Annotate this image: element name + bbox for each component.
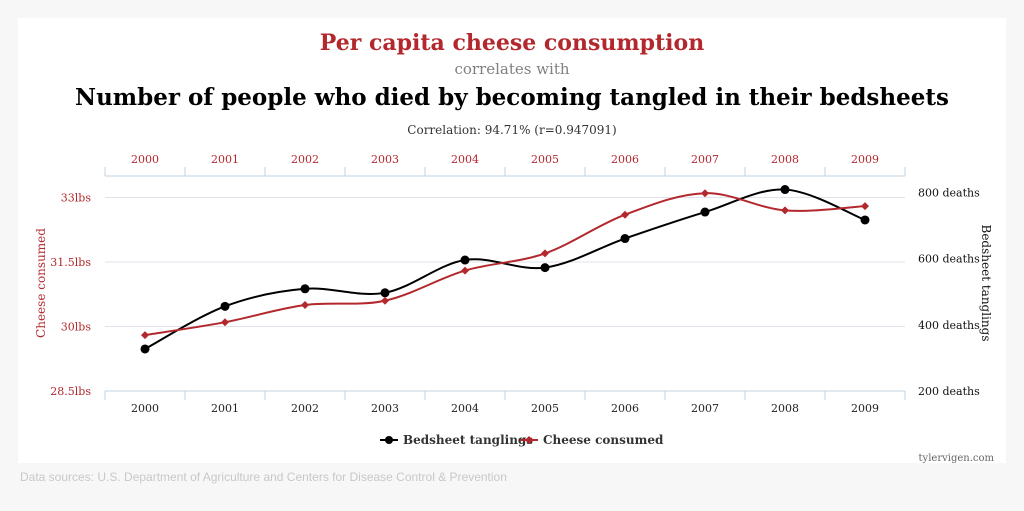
right-axis-title: Bedsheet tanglings	[979, 225, 993, 342]
top-x-tick-label: 2001	[211, 153, 239, 166]
cheese-data-point	[541, 249, 549, 258]
legend-marker	[525, 436, 533, 444]
legend-label: Cheese consumed	[543, 433, 664, 447]
x-tick-label: 2004	[451, 402, 479, 415]
bedsheet-data-point	[380, 288, 390, 298]
x-tick-label: 2007	[691, 402, 719, 415]
right-tick-label: 400 deaths	[918, 319, 980, 332]
right-tick-label: 200 deaths	[918, 385, 980, 398]
right-tick-label: 600 deaths	[918, 253, 980, 266]
chart-card	[18, 18, 1006, 463]
top-x-tick-label: 2007	[691, 153, 719, 166]
bedsheet-data-point	[540, 263, 550, 273]
top-x-tick-label: 2004	[451, 153, 479, 166]
bedsheet-series-line	[144, 188, 866, 350]
x-tick-label: 2005	[531, 402, 559, 415]
left-axis-title: Cheese consumed	[34, 228, 48, 338]
top-x-tick-label: 2008	[771, 153, 799, 166]
bedsheet-data-point	[620, 234, 630, 244]
chart-subtitle: Number of people who died by becoming ta…	[75, 84, 949, 111]
bedsheet-data-point	[700, 207, 710, 217]
data-sources: Data sources: U.S. Department of Agricul…	[20, 470, 507, 484]
cheese-data-point	[701, 189, 709, 198]
chart-title-connector: correlates with	[454, 60, 570, 78]
cheese-data-point	[781, 206, 789, 215]
top-x-tick-label: 2002	[291, 153, 319, 166]
left-tick-label: 31.5lbs	[50, 256, 91, 269]
bedsheet-data-point	[300, 284, 310, 294]
top-x-tick-label: 2009	[851, 153, 879, 166]
cheese-series-line	[144, 192, 866, 337]
cheese-data-point	[381, 296, 389, 305]
bedsheet-data-point	[780, 185, 790, 195]
cheese-data-point	[221, 318, 229, 327]
bedsheet-data-point	[860, 215, 870, 225]
correlation-text: Correlation: 94.71% (r=0.947091)	[407, 123, 617, 137]
right-tick-label: 800 deaths	[918, 187, 980, 200]
cheese-data-point	[141, 331, 149, 340]
x-tick-label: 2003	[371, 402, 399, 415]
x-tick-label: 2006	[611, 402, 639, 415]
x-tick-label: 2008	[771, 402, 799, 415]
bedsheet-data-point	[140, 344, 150, 354]
legend-marker	[385, 436, 393, 444]
watermark[interactable]: tylervigen.com	[918, 453, 994, 464]
bedsheet-data-point	[220, 301, 230, 311]
cheese-data-point	[461, 266, 469, 275]
x-tick-label: 2001	[211, 402, 239, 415]
top-x-tick-label: 2005	[531, 153, 559, 166]
bedsheet-data-point	[460, 255, 470, 265]
top-x-tick-label: 2006	[611, 153, 639, 166]
cheese-data-point	[301, 301, 309, 309]
x-tick-label: 2009	[851, 402, 879, 415]
cheese-data-point	[861, 202, 869, 211]
left-tick-label: 33lbs	[61, 192, 92, 205]
top-x-tick-label: 2000	[131, 153, 159, 166]
legend-label: Bedsheet tanglings	[403, 433, 533, 447]
x-tick-label: 2002	[291, 402, 319, 415]
top-x-tick-label: 2003	[371, 153, 399, 166]
left-tick-label: 28.5lbs	[50, 385, 91, 398]
x-tick-label: 2000	[131, 402, 159, 415]
left-tick-label: 30lbs	[61, 321, 92, 334]
chart-title: Per capita cheese consumption	[319, 30, 705, 56]
cheese-data-point	[621, 210, 629, 219]
